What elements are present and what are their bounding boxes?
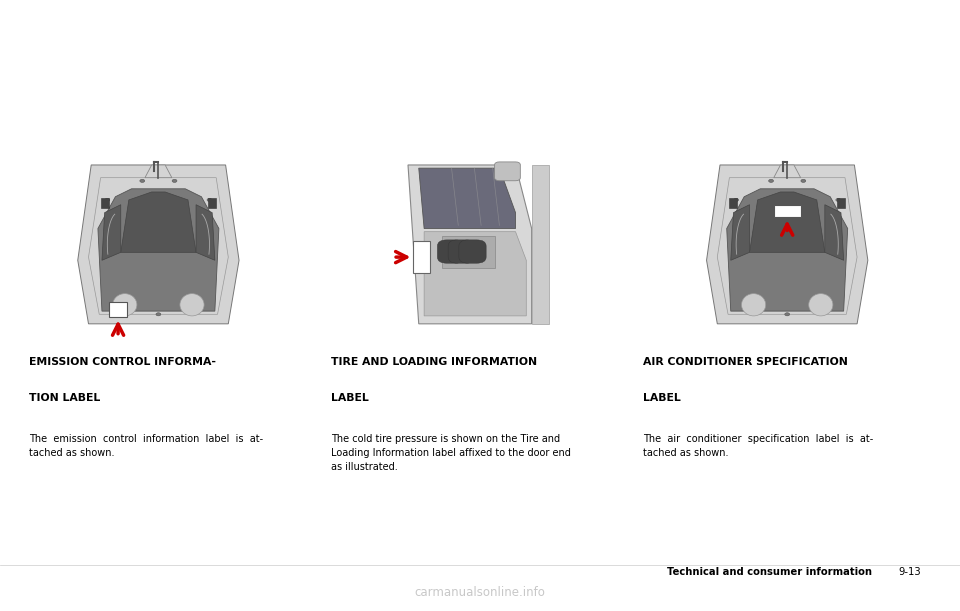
Ellipse shape	[112, 294, 137, 316]
Text: The  air  conditioner  specification  label  is  at-
tached as shown.: The air conditioner specification label …	[643, 434, 874, 458]
Circle shape	[172, 179, 177, 183]
Text: Technical and consumer information: Technical and consumer information	[667, 568, 873, 577]
FancyBboxPatch shape	[414, 241, 429, 273]
Text: LABEL: LABEL	[331, 393, 369, 403]
Text: AIR CONDITIONER SPECIFICATION: AIR CONDITIONER SPECIFICATION	[643, 357, 848, 367]
Polygon shape	[731, 205, 750, 260]
Polygon shape	[121, 192, 196, 252]
FancyBboxPatch shape	[837, 199, 845, 208]
Circle shape	[836, 199, 841, 202]
Ellipse shape	[808, 294, 833, 316]
Polygon shape	[750, 192, 825, 252]
Text: TION LABEL: TION LABEL	[29, 393, 100, 403]
Polygon shape	[727, 189, 848, 311]
FancyBboxPatch shape	[101, 199, 108, 208]
Ellipse shape	[741, 294, 766, 316]
Circle shape	[769, 179, 774, 183]
Circle shape	[801, 179, 805, 183]
Polygon shape	[98, 189, 219, 311]
Circle shape	[784, 313, 790, 316]
FancyBboxPatch shape	[208, 199, 216, 208]
Text: The cold tire pressure is shown on the Tire and
Loading Information label affixe: The cold tire pressure is shown on the T…	[331, 434, 571, 472]
FancyBboxPatch shape	[108, 302, 128, 318]
FancyBboxPatch shape	[438, 240, 465, 263]
Polygon shape	[424, 232, 526, 316]
FancyBboxPatch shape	[774, 205, 801, 218]
FancyBboxPatch shape	[448, 240, 475, 263]
Text: LABEL: LABEL	[643, 393, 681, 403]
Polygon shape	[145, 165, 172, 178]
Circle shape	[207, 199, 212, 202]
Polygon shape	[774, 165, 801, 178]
Text: TIRE AND LOADING INFORMATION: TIRE AND LOADING INFORMATION	[331, 357, 538, 367]
FancyBboxPatch shape	[730, 199, 737, 208]
FancyBboxPatch shape	[459, 240, 486, 263]
Circle shape	[105, 199, 109, 202]
Polygon shape	[78, 165, 239, 324]
Circle shape	[156, 313, 161, 316]
Text: EMISSION CONTROL INFORMA-: EMISSION CONTROL INFORMA-	[29, 357, 216, 367]
Text: The  emission  control  information  label  is  at-
tached as shown.: The emission control information label i…	[29, 434, 263, 458]
Text: carmanualsonline.info: carmanualsonline.info	[415, 586, 545, 599]
Polygon shape	[825, 205, 844, 260]
Circle shape	[140, 179, 145, 183]
Polygon shape	[442, 236, 495, 268]
Polygon shape	[532, 165, 549, 324]
Polygon shape	[707, 165, 868, 324]
Polygon shape	[419, 168, 516, 229]
Ellipse shape	[180, 294, 204, 316]
Text: 9-13: 9-13	[899, 568, 922, 577]
FancyBboxPatch shape	[494, 162, 520, 181]
Polygon shape	[408, 165, 532, 324]
Polygon shape	[102, 205, 121, 260]
Polygon shape	[196, 205, 215, 260]
Circle shape	[733, 199, 738, 202]
